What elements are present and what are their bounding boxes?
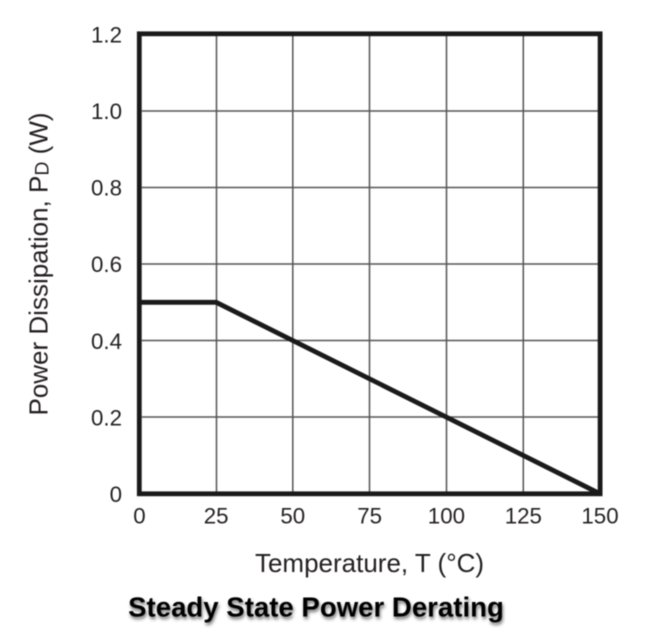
svg-text:0: 0 xyxy=(110,482,122,507)
svg-text:0.6: 0.6 xyxy=(91,252,122,277)
svg-text:Power Dissipation, PD (W): Power Dissipation, PD (W) xyxy=(24,112,54,415)
svg-text:1.0: 1.0 xyxy=(91,99,122,124)
svg-text:0.2: 0.2 xyxy=(91,405,122,430)
svg-text:0: 0 xyxy=(133,504,145,529)
svg-text:0.4: 0.4 xyxy=(91,329,122,354)
svg-text:50: 50 xyxy=(280,504,305,529)
svg-text:75: 75 xyxy=(357,504,382,529)
svg-text:Temperature, T (°C): Temperature, T (°C) xyxy=(255,548,484,578)
svg-text:25: 25 xyxy=(204,504,229,529)
svg-text:150: 150 xyxy=(581,504,618,529)
svg-text:0.8: 0.8 xyxy=(91,176,122,201)
svg-text:Steady State Power Derating: Steady State Power Derating xyxy=(128,591,504,622)
svg-text:100: 100 xyxy=(428,504,465,529)
svg-text:125: 125 xyxy=(505,504,542,529)
svg-text:1.2: 1.2 xyxy=(91,22,122,47)
